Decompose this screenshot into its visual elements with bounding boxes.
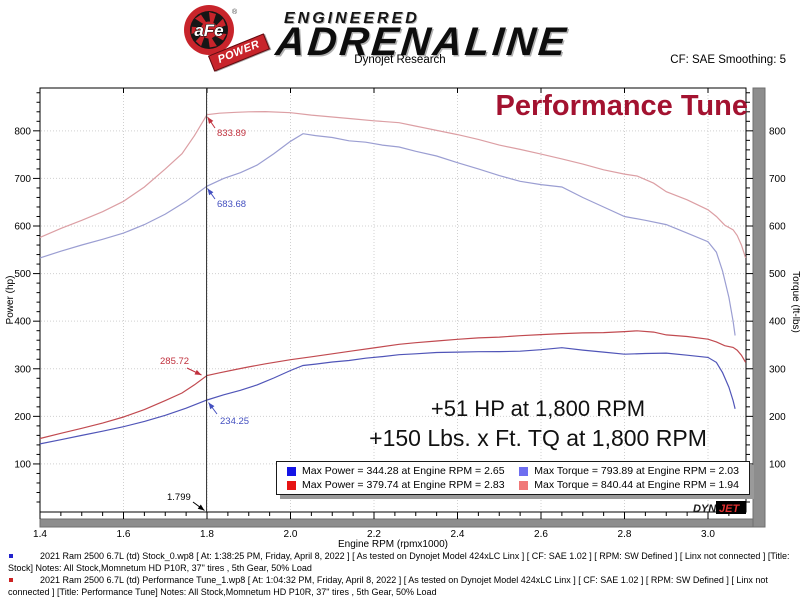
dyno-curves — [39, 110, 747, 445]
svg-text:1.799: 1.799 — [167, 492, 191, 503]
afe-circle-logo: aFe ® — [184, 5, 238, 55]
engineered-text: ENGINEERED — [284, 10, 420, 27]
svg-text:800: 800 — [769, 126, 786, 137]
footer-notes: 2021 Ram 2500 6.7L (td) Stock_0.wp8 [ At… — [8, 551, 796, 599]
legend-label: Max Torque = 840.44 at Engine RPM = 1.94 — [534, 479, 739, 491]
legend-swatch — [519, 466, 529, 476]
svg-text:800: 800 — [14, 126, 31, 137]
svg-text:300: 300 — [769, 364, 786, 375]
svg-text:234.25: 234.25 — [220, 416, 249, 427]
svg-text:Power (hp): Power (hp) — [5, 276, 16, 325]
svg-text:2.2: 2.2 — [367, 529, 381, 540]
legend-label: Max Torque = 793.89 at Engine RPM = 2.03 — [534, 465, 739, 477]
legend-item: Max Power = 379.74 at Engine RPM = 2.83 — [287, 479, 505, 491]
run-note-performance: 2021 Ram 2500 6.7L (td) Performance Tune… — [8, 575, 796, 598]
svg-text:700: 700 — [769, 174, 786, 185]
dynojet-research-label: Dynojet Research — [354, 54, 446, 66]
svg-text:3.0: 3.0 — [701, 529, 715, 540]
svg-text:2.8: 2.8 — [618, 529, 632, 540]
svg-text:2.0: 2.0 — [284, 529, 298, 540]
axis-labels: 100 100 200 200 300 300 400 400 500 500 600 600 700 7… — [5, 126, 800, 550]
svg-text:100: 100 — [14, 459, 31, 470]
chart-title: Performance Tune — [495, 90, 748, 122]
registered-mark: ® — [232, 8, 238, 16]
tq-gain-callout: +150 Lbs. x Ft. TQ at 1,800 RPM — [369, 425, 707, 451]
legend-label: Max Power = 379.74 at Engine RPM = 2.83 — [302, 479, 505, 491]
svg-text:400: 400 — [769, 317, 786, 328]
legend-item: Max Power = 344.28 at Engine RPM = 2.65 — [287, 465, 505, 477]
svg-text:500: 500 — [14, 269, 31, 280]
hp-gain-callout: +51 HP at 1,800 RPM — [430, 396, 646, 421]
svg-text:Engine RPM (rpmx1000): Engine RPM (rpmx1000) — [338, 539, 448, 550]
curve-stock-power — [39, 347, 736, 445]
axis-ticks — [33, 88, 753, 519]
run-note-stock: 2021 Ram 2500 6.7L (td) Stock_0.wp8 [ At… — [8, 551, 796, 574]
afe-brand-text: aFe — [194, 21, 223, 40]
svg-text:Torque (ft-lbs): Torque (ft-lbs) — [790, 271, 800, 333]
axis-bands — [39, 87, 766, 528]
svg-text:500: 500 — [769, 269, 786, 280]
svg-text:700: 700 — [14, 174, 31, 185]
curve-stock-torque — [39, 133, 736, 336]
note-bullet — [9, 554, 13, 558]
svg-text:400: 400 — [14, 317, 31, 328]
legend: Max Power = 344.28 at Engine RPM = 2.65 M… — [276, 461, 750, 495]
legend-swatch — [287, 466, 296, 476]
svg-text:600: 600 — [14, 222, 31, 233]
annotations: 833.89 683.68 285.72 234.25 1.799 — [160, 116, 249, 511]
svg-text:683.68: 683.68 — [217, 199, 246, 210]
svg-text:100: 100 — [769, 459, 786, 470]
svg-text:2.6: 2.6 — [534, 529, 548, 540]
legend-item: Max Torque = 840.44 at Engine RPM = 1.94 — [519, 479, 739, 491]
svg-text:285.72: 285.72 — [160, 356, 189, 367]
svg-text:1.6: 1.6 — [117, 529, 131, 540]
svg-text:600: 600 — [769, 222, 786, 233]
svg-text:2.4: 2.4 — [451, 529, 465, 540]
svg-text:200: 200 — [14, 412, 31, 423]
svg-text:1.4: 1.4 — [33, 529, 47, 540]
curve-performance-tune-torque — [39, 110, 747, 259]
note-text: 2021 Ram 2500 6.7L (td) Performance Tune… — [8, 575, 768, 597]
legend-swatch — [519, 480, 529, 490]
curve-performance-tune-power — [39, 330, 747, 440]
svg-text:300: 300 — [14, 364, 31, 375]
smoothing-label: CF: SAE Smoothing: 5 — [670, 54, 786, 66]
legend-item: Max Torque = 793.89 at Engine RPM = 2.03 — [519, 465, 739, 477]
plot-frame — [39, 87, 747, 513]
svg-text:1.8: 1.8 — [200, 529, 214, 540]
gridlines — [41, 89, 745, 511]
svg-text:833.89: 833.89 — [217, 128, 246, 139]
svg-text:JET: JET — [719, 503, 740, 515]
note-text: 2021 Ram 2500 6.7L (td) Stock_0.wp8 [ At… — [8, 551, 790, 573]
afe-logo: aFe ® POWER ENGINEERED ADRENALINE — [182, 2, 602, 72]
note-bullet — [9, 578, 13, 582]
svg-text:200: 200 — [769, 412, 786, 423]
legend-swatch — [287, 480, 296, 490]
legend-label: Max Power = 344.28 at Engine RPM = 2.65 — [302, 465, 505, 477]
